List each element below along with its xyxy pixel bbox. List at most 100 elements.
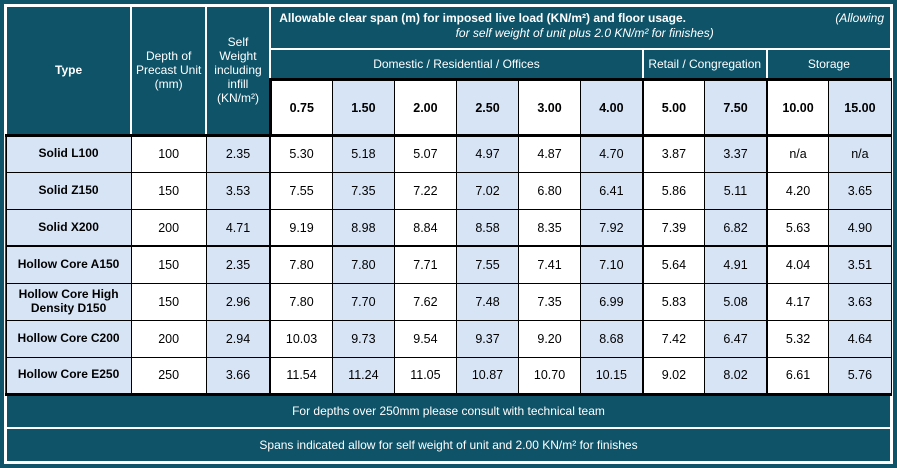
table-title-bold-text: Allowable clear span (m) for imposed liv… [279, 11, 686, 25]
table-title-line2: for self weight of unit plus 2.0 KN/m² f… [455, 26, 714, 40]
span-cell: 9.19 [269, 208, 333, 247]
span-cell: 5.63 [765, 208, 830, 247]
footer-note-row-2: Spans indicated allow for self weight of… [5, 427, 892, 463]
depth-cell: 150 [130, 282, 207, 321]
load-header-cell: 7.50 [704, 78, 768, 136]
load-header-cell: 2.50 [455, 78, 520, 136]
span-cell: 11.05 [393, 356, 457, 396]
group-header-storage: Storage [765, 48, 893, 81]
weight-cell: 3.66 [205, 356, 271, 396]
load-header-cell: 15.00 [828, 78, 892, 136]
weight-cell: 2.96 [205, 282, 271, 321]
load-header-cell: 5.00 [641, 78, 706, 136]
weight-cell: 2.35 [205, 245, 271, 284]
span-cell: 10.87 [455, 356, 520, 396]
row-label: Solid X200 [5, 208, 132, 247]
span-cell: 4.64 [828, 319, 892, 358]
depth-column-header: Depth of Precast Unit (mm) [130, 4, 208, 137]
span-cell: 8.68 [580, 319, 644, 358]
span-cell: 4.17 [765, 282, 830, 321]
span-cell: n/a [765, 133, 830, 173]
span-cell: 7.80 [269, 282, 333, 321]
table-row-solid-z150: Solid Z150 150 3.53 7.55 7.35 7.22 7.02 … [5, 171, 892, 210]
span-load-table: Type Depth of Precast Unit (mm) Self Wei… [4, 4, 893, 463]
span-cell: 7.41 [518, 245, 582, 284]
span-cell: 7.55 [455, 245, 520, 284]
span-cell: 5.18 [331, 133, 395, 173]
weight-cell: 2.94 [205, 319, 271, 358]
span-cell: 6.99 [580, 282, 644, 321]
row-label: Solid Z150 [5, 171, 132, 210]
table-title-line1: Allowable clear span (m) for imposed liv… [279, 11, 884, 25]
depth-cell: 200 [130, 208, 207, 247]
span-cell: 4.97 [455, 133, 520, 173]
span-cell: 3.63 [828, 282, 892, 321]
header-title-row: Type Depth of Precast Unit (mm) Self Wei… [4, 4, 892, 137]
span-cell: 8.35 [518, 208, 582, 247]
span-cell: 8.98 [331, 208, 395, 247]
span-cell: 8.84 [393, 208, 457, 247]
span-cell: 10.03 [269, 319, 333, 358]
load-header-cell: 4.00 [580, 78, 644, 136]
span-cell: 9.73 [331, 319, 395, 358]
span-cell: 4.90 [828, 208, 892, 247]
span-cell: 8.58 [455, 208, 520, 247]
load-header-cell: 2.00 [393, 78, 457, 136]
span-cell: 6.47 [704, 319, 768, 358]
group-header-domestic: Domestic / Residential / Offices [269, 48, 644, 81]
span-cell: 7.39 [641, 208, 706, 247]
span-cell: 7.70 [331, 282, 395, 321]
row-label: Hollow Core E250 [5, 356, 132, 396]
span-cell: 7.92 [580, 208, 644, 247]
span-cell: 7.55 [269, 171, 333, 210]
span-cell: 7.10 [580, 245, 644, 284]
span-cell: 3.51 [828, 245, 892, 284]
span-cell: 7.71 [393, 245, 457, 284]
span-cell: 5.11 [704, 171, 768, 210]
span-cell: 5.64 [641, 245, 706, 284]
span-cell: 7.80 [331, 245, 395, 284]
group-header-retail: Retail / Congregation [641, 48, 768, 81]
span-cell: 9.02 [641, 356, 706, 396]
depth-cell: 150 [130, 171, 207, 210]
span-cell: 3.87 [641, 133, 706, 173]
span-cell: 5.30 [269, 133, 333, 173]
span-cell: 7.35 [331, 171, 395, 210]
table-row-hollow-a150: Hollow Core A150 150 2.35 7.80 7.80 7.71… [5, 245, 892, 284]
weight-cell: 2.35 [205, 133, 271, 173]
type-column-header: Type [4, 4, 133, 137]
row-label: Solid L100 [5, 133, 132, 173]
span-cell: 3.37 [704, 133, 768, 173]
span-cell: 7.35 [518, 282, 582, 321]
weight-cell: 3.53 [205, 171, 271, 210]
span-cell: 5.83 [641, 282, 706, 321]
span-cell: 11.54 [269, 356, 333, 396]
span-cell: 5.32 [765, 319, 830, 358]
depth-cell: 100 [130, 133, 207, 173]
span-cell: 7.02 [455, 171, 520, 210]
span-cell: n/a [828, 133, 892, 173]
span-cell: 5.08 [704, 282, 768, 321]
row-label: Hollow Core A150 [5, 245, 132, 284]
depth-cell: 250 [130, 356, 207, 396]
span-cell: 5.76 [828, 356, 892, 396]
span-cell: 5.86 [641, 171, 706, 210]
span-cell: 7.80 [269, 245, 333, 284]
span-cell: 5.07 [393, 133, 457, 173]
table-row-solid-x200: Solid X200 200 4.71 9.19 8.98 8.84 8.58 … [5, 208, 892, 247]
span-cell: 4.04 [765, 245, 830, 284]
table-title: Allowable clear span (m) for imposed liv… [269, 4, 892, 51]
load-header-cell: 1.50 [331, 78, 395, 136]
span-cell: 4.20 [765, 171, 830, 210]
span-cell: 4.70 [580, 133, 644, 173]
table-row-hollow-e250: Hollow Core E250 250 3.66 11.54 11.24 11… [5, 356, 892, 396]
span-cell: 9.20 [518, 319, 582, 358]
depth-cell: 200 [130, 319, 207, 358]
usage-group-row: Domestic / Residential / Offices Retail … [6, 48, 893, 81]
span-cell: 8.02 [704, 356, 768, 396]
span-cell: 10.15 [580, 356, 644, 396]
row-label: Hollow Core High Density D150 [5, 282, 132, 321]
span-cell: 7.48 [455, 282, 520, 321]
table-row-hollow-c200: Hollow Core C200 200 2.94 10.03 9.73 9.5… [5, 319, 892, 358]
